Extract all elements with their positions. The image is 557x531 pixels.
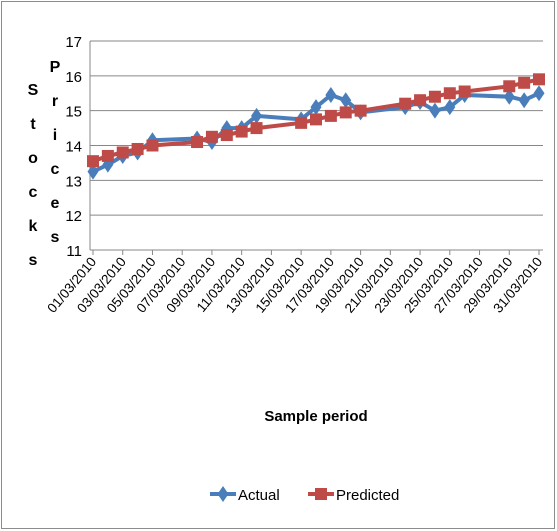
y-tick-label: 15 bbox=[65, 104, 82, 121]
axis-label-letter: t bbox=[30, 116, 36, 133]
data-point bbox=[310, 99, 322, 116]
data-point bbox=[428, 90, 441, 103]
data-point bbox=[518, 92, 530, 109]
series-actual bbox=[87, 85, 545, 180]
data-point bbox=[191, 136, 204, 149]
axis-label-letter: s bbox=[29, 252, 38, 269]
data-point bbox=[116, 146, 129, 159]
y-tick-label: 14 bbox=[65, 139, 82, 156]
axes bbox=[89, 41, 543, 251]
data-point bbox=[295, 116, 308, 129]
data-point bbox=[458, 85, 471, 98]
data-point bbox=[205, 130, 218, 143]
axis-label-letter: k bbox=[29, 218, 38, 235]
y-tick-label: 12 bbox=[65, 208, 82, 225]
data-point bbox=[354, 104, 367, 117]
data-point bbox=[235, 125, 248, 138]
data-point bbox=[146, 139, 159, 152]
axis-label-letter: r bbox=[52, 93, 58, 110]
data-point bbox=[220, 129, 233, 142]
data-point bbox=[87, 163, 99, 180]
axis-label-letter: i bbox=[53, 127, 57, 144]
axis-label-letter: c bbox=[51, 161, 60, 178]
axis-label-letter: S bbox=[28, 82, 39, 99]
data-point bbox=[399, 97, 412, 110]
y-tick-label: 11 bbox=[66, 243, 82, 260]
data-point bbox=[101, 149, 114, 162]
data-point bbox=[533, 73, 545, 86]
legend-label: Actual bbox=[238, 487, 280, 504]
y-tick-labels: 11 12 13 14 15 16 17 bbox=[65, 34, 82, 260]
data-point bbox=[533, 85, 545, 102]
data-point bbox=[251, 107, 263, 124]
data-point bbox=[340, 92, 352, 109]
y-tick-label: 17 bbox=[65, 34, 82, 51]
data-point bbox=[518, 76, 531, 89]
x-axis-label: Sample period bbox=[264, 408, 367, 425]
legend-item-predicted: Predicted bbox=[308, 487, 399, 504]
data-point bbox=[339, 106, 352, 119]
data-point bbox=[443, 87, 456, 100]
y-tick-label: 16 bbox=[65, 69, 82, 86]
data-point bbox=[503, 80, 516, 93]
axis-label-letter: s bbox=[51, 229, 60, 246]
data-point bbox=[324, 109, 337, 122]
data-point bbox=[325, 86, 337, 103]
axis-label-letter: o bbox=[28, 150, 38, 167]
legend-label: Predicted bbox=[336, 487, 399, 504]
axis-label-letter: e bbox=[51, 195, 60, 212]
data-point bbox=[310, 113, 322, 126]
legend: Actual Predicted bbox=[210, 486, 399, 504]
data-point bbox=[444, 99, 456, 116]
data-point bbox=[250, 122, 263, 135]
axis-label-letter: P bbox=[50, 59, 61, 76]
legend-item-actual: Actual bbox=[210, 486, 280, 504]
y-tick-label: 13 bbox=[65, 173, 82, 190]
data-point bbox=[503, 88, 515, 105]
legend-marker bbox=[315, 488, 327, 500]
series-predicted bbox=[87, 73, 545, 168]
x-tick-labels: 01/03/201003/03/201005/03/201007/03/2010… bbox=[44, 250, 545, 316]
data-point bbox=[131, 142, 144, 155]
legend-marker bbox=[217, 486, 229, 502]
series-group bbox=[87, 73, 545, 180]
data-point bbox=[414, 94, 427, 107]
axis-label-letter: c bbox=[29, 184, 38, 201]
data-point bbox=[429, 102, 441, 119]
data-point bbox=[87, 155, 99, 168]
